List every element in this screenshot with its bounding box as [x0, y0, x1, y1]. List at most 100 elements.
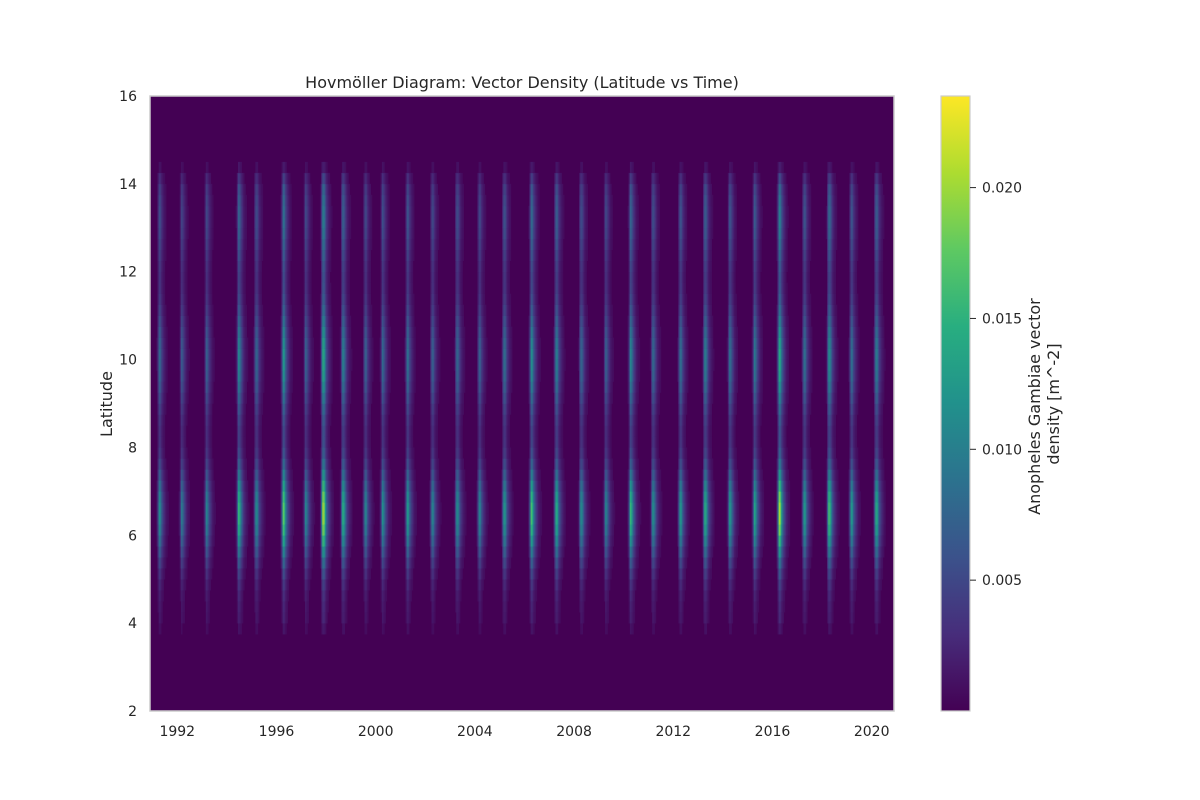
heatmap-cell	[483, 447, 486, 459]
heatmap-cell	[309, 282, 312, 294]
heatmap-cell	[483, 458, 486, 470]
heatmap-cell	[344, 359, 347, 371]
heatmap-cell	[461, 359, 463, 371]
heatmap-cell	[244, 238, 246, 251]
heatmap-cell	[344, 601, 347, 613]
heatmap-cell	[481, 491, 483, 503]
heatmap-cell	[305, 436, 307, 448]
heatmap-cell	[259, 293, 261, 305]
heatmap-cell	[281, 546, 283, 558]
heatmap-cell	[385, 524, 388, 536]
heatmap-cell	[384, 381, 386, 393]
heatmap-cell	[183, 249, 186, 262]
heatmap-cell	[331, 524, 333, 536]
heatmap-cell	[184, 557, 187, 569]
heatmap-cell	[530, 568, 533, 580]
heatmap-cell	[282, 480, 285, 492]
heatmap-cell	[323, 403, 326, 415]
heatmap-cell	[388, 238, 390, 251]
heatmap-cell	[326, 414, 328, 426]
heatmap-cell	[243, 370, 245, 382]
heatmap-cell	[458, 469, 461, 481]
heatmap-cell	[205, 557, 208, 569]
heatmap-cell	[205, 326, 208, 338]
heatmap-cell	[364, 370, 367, 382]
heatmap-cell	[384, 601, 386, 613]
heatmap-cell	[455, 535, 457, 547]
heatmap-cell	[504, 535, 507, 547]
heatmap-cell	[528, 535, 530, 547]
heatmap-cell	[368, 425, 370, 437]
heatmap-cell	[407, 227, 410, 240]
heatmap-cell	[306, 480, 308, 492]
heatmap-cell	[187, 502, 189, 514]
heatmap-cell	[306, 502, 308, 514]
heatmap-cell	[340, 315, 343, 327]
heatmap-cell	[461, 326, 463, 338]
heatmap-cell	[184, 216, 187, 229]
heatmap-cell	[463, 337, 466, 349]
heatmap-cell	[458, 337, 461, 349]
heatmap-cell	[457, 315, 460, 327]
heatmap-cell	[328, 392, 331, 404]
heatmap-cell	[410, 524, 412, 536]
heatmap-cell	[287, 414, 290, 426]
heatmap-cell	[504, 271, 507, 283]
heatmap-cell	[259, 590, 261, 602]
heatmap-cell	[384, 425, 386, 437]
heatmap-cell	[365, 238, 368, 251]
heatmap-cell	[243, 205, 245, 218]
heatmap-cell	[456, 546, 458, 558]
heatmap-cell	[212, 491, 214, 503]
heatmap-cell	[503, 205, 505, 218]
heatmap-cell	[344, 370, 347, 382]
heatmap-cell	[411, 579, 414, 591]
heatmap-cell	[259, 282, 261, 294]
heatmap-cell	[512, 513, 514, 525]
heatmap-cell	[481, 293, 483, 305]
heatmap-cell	[345, 403, 348, 415]
heatmap-cell	[481, 425, 483, 437]
heatmap-cell	[283, 370, 286, 382]
heatmap-cell	[389, 359, 391, 371]
heatmap-cell	[409, 502, 411, 514]
heatmap-cell	[208, 414, 210, 426]
heatmap-cell	[287, 249, 290, 262]
heatmap-cell	[163, 249, 166, 262]
heatmap-cell	[255, 315, 257, 327]
heatmap-cell	[324, 392, 327, 404]
heatmap-cell	[322, 557, 324, 569]
heatmap-cell	[363, 183, 365, 196]
heatmap-cell	[455, 579, 457, 591]
heatmap-cell	[290, 535, 292, 547]
heatmap-cell	[464, 502, 467, 514]
heatmap-cell	[281, 535, 283, 547]
heatmap-cell	[238, 304, 240, 316]
heatmap-cell	[370, 502, 373, 514]
heatmap-cell	[285, 183, 287, 196]
heatmap-cell	[163, 216, 166, 229]
heatmap-cell	[209, 337, 212, 349]
heatmap-cell	[323, 370, 326, 382]
heatmap-cell	[503, 227, 505, 240]
heatmap-cell	[405, 447, 407, 459]
heatmap-cell	[207, 491, 209, 503]
heatmap-cell	[291, 524, 293, 536]
heatmap-cell	[345, 480, 348, 492]
heatmap-cell	[256, 557, 259, 569]
heatmap-cell	[343, 590, 345, 602]
heatmap-cell	[404, 513, 406, 525]
heatmap-cell	[349, 458, 352, 470]
heatmap-cell	[435, 513, 437, 525]
heatmap-cell	[288, 535, 291, 547]
heatmap-cell	[306, 249, 308, 262]
heatmap-cell	[329, 447, 332, 459]
heatmap-cell	[458, 524, 461, 536]
heatmap-cell	[406, 304, 409, 316]
heatmap-cell	[348, 513, 350, 525]
heatmap-cell	[431, 359, 434, 371]
heatmap-cell	[410, 172, 412, 185]
heatmap-cell	[529, 348, 531, 360]
heatmap-cell	[328, 381, 331, 393]
heatmap-cell	[329, 205, 332, 218]
